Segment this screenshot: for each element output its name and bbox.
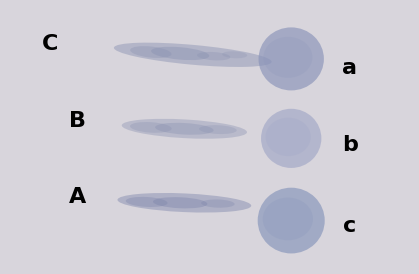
Ellipse shape xyxy=(264,37,313,78)
Ellipse shape xyxy=(130,46,171,58)
Ellipse shape xyxy=(197,52,230,60)
Ellipse shape xyxy=(266,118,311,156)
Ellipse shape xyxy=(201,199,235,208)
Ellipse shape xyxy=(155,123,214,135)
Text: b: b xyxy=(342,135,358,155)
Ellipse shape xyxy=(126,197,168,207)
Ellipse shape xyxy=(153,197,207,208)
Ellipse shape xyxy=(114,43,272,67)
Ellipse shape xyxy=(258,188,325,253)
Ellipse shape xyxy=(199,125,237,134)
Ellipse shape xyxy=(117,193,251,213)
Text: B: B xyxy=(69,111,86,130)
Ellipse shape xyxy=(263,198,313,240)
Text: A: A xyxy=(69,187,86,207)
Ellipse shape xyxy=(122,119,247,139)
Text: c: c xyxy=(343,216,357,236)
Text: C: C xyxy=(42,34,59,54)
Ellipse shape xyxy=(130,122,172,133)
Text: a: a xyxy=(342,59,357,78)
Ellipse shape xyxy=(151,47,209,60)
Ellipse shape xyxy=(261,109,321,168)
Ellipse shape xyxy=(222,51,247,58)
Ellipse shape xyxy=(259,27,324,90)
